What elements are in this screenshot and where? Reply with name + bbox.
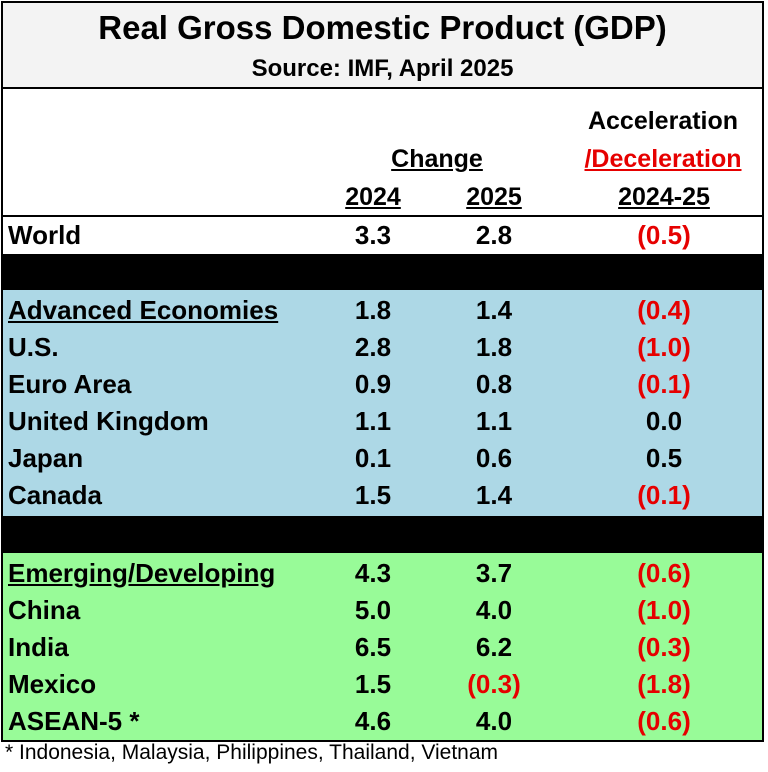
value-2025: 3.7 <box>475 558 513 588</box>
value-2024: 5.0 <box>354 595 392 625</box>
row-label: United Kingdom <box>8 406 209 436</box>
header-deceleration: /Deceleration <box>584 145 742 173</box>
group-label: Emerging/Developing <box>8 558 276 588</box>
row-india: India 6.5 6.2 (0.3) <box>3 629 762 666</box>
value-2025: 0.8 <box>475 369 513 399</box>
value-2025: 1.1 <box>475 406 513 436</box>
emerging-developing-section: Emerging/Developing 4.3 3.7 (0.6) China … <box>3 553 762 740</box>
value-2024: 1.8 <box>354 295 392 325</box>
group-label: Advanced Economies <box>8 295 279 325</box>
header-acceleration: Acceleration <box>587 107 739 135</box>
row-japan: Japan 0.1 0.6 0.5 <box>3 440 762 477</box>
value-acceleration: (0.5) <box>637 220 691 250</box>
header-year-2024: 2024 <box>345 183 401 211</box>
footnote: * Indonesia, Malaysia, Philippines, Thai… <box>5 741 499 764</box>
value-2024: 6.5 <box>354 632 392 662</box>
value-2025: 1.8 <box>475 332 513 362</box>
value-2024: 2.8 <box>354 332 392 362</box>
value-2024: 4.6 <box>354 706 392 736</box>
row-united-kingdom: United Kingdom 1.1 1.1 0.0 <box>3 403 762 440</box>
row-canada: Canada 1.5 1.4 (0.1) <box>3 477 762 514</box>
header-divider <box>3 215 762 217</box>
value-2024: 1.5 <box>354 669 392 699</box>
row-label: Japan <box>8 443 84 473</box>
row-mexico: Mexico 1.5 (0.3) (1.8) <box>3 666 762 703</box>
row-us: U.S. 2.8 1.8 (1.0) <box>3 329 762 366</box>
header-change: Change <box>391 145 483 173</box>
value-2025: 1.4 <box>475 480 513 510</box>
row-emerging-developing: Emerging/Developing 4.3 3.7 (0.6) <box>3 555 762 592</box>
title-box: Real Gross Domestic Product (GDP) Source… <box>3 3 762 89</box>
value-acceleration: 0.5 <box>645 443 683 473</box>
header-period-2024-25: 2024-25 <box>618 183 710 211</box>
row-label: U.S. <box>8 332 59 362</box>
row-asean-5: ASEAN-5 * 4.6 4.0 (0.6) <box>3 703 762 740</box>
table-source: Source: IMF, April 2025 <box>251 55 514 82</box>
value-2024: 1.5 <box>354 480 392 510</box>
separator-band <box>3 516 762 553</box>
value-2025: (0.3) <box>467 669 521 699</box>
row-advanced-economies: Advanced Economies 1.8 1.4 (0.4) <box>3 292 762 329</box>
value-acceleration: (0.3) <box>637 632 691 662</box>
separator-band <box>3 254 762 290</box>
advanced-economies-section: Advanced Economies 1.8 1.4 (0.4) U.S. 2.… <box>3 290 762 516</box>
header-year-2025: 2025 <box>466 183 522 211</box>
value-2025: 1.4 <box>475 295 513 325</box>
value-2024: 1.1 <box>354 406 392 436</box>
row-label: ASEAN-5 * <box>8 706 140 736</box>
value-2025: 2.8 <box>475 220 513 250</box>
value-acceleration: (0.1) <box>637 480 691 510</box>
value-acceleration: (1.0) <box>637 595 691 625</box>
value-acceleration: (1.8) <box>637 669 691 699</box>
row-label: India <box>8 632 69 662</box>
row-label: Euro Area <box>8 369 132 399</box>
value-acceleration: (1.0) <box>637 332 691 362</box>
value-2024: 3.3 <box>354 220 392 250</box>
value-2024: 0.1 <box>354 443 392 473</box>
value-2024: 4.3 <box>354 558 392 588</box>
value-2025: 0.6 <box>475 443 513 473</box>
value-acceleration: (0.6) <box>637 558 691 588</box>
table-title: Real Gross Domestic Product (GDP) <box>98 9 667 46</box>
value-acceleration: (0.6) <box>637 706 691 736</box>
value-2025: 4.0 <box>475 706 513 736</box>
value-acceleration: 0.0 <box>645 406 683 436</box>
row-label: Mexico <box>8 669 97 699</box>
row-label: Canada <box>8 480 102 510</box>
row-label: China <box>8 595 81 625</box>
row-world: World 3.3 2.8 (0.5) <box>3 217 762 254</box>
gdp-table: Real Gross Domestic Product (GDP) Source… <box>1 1 764 742</box>
row-china: China 5.0 4.0 (1.0) <box>3 592 762 629</box>
value-acceleration: (0.4) <box>637 295 691 325</box>
value-2024: 0.9 <box>354 369 392 399</box>
value-2025: 6.2 <box>475 632 513 662</box>
row-label: World <box>8 220 82 250</box>
value-2025: 4.0 <box>475 595 513 625</box>
value-acceleration: (0.1) <box>637 369 691 399</box>
row-euro-area: Euro Area 0.9 0.8 (0.1) <box>3 366 762 403</box>
